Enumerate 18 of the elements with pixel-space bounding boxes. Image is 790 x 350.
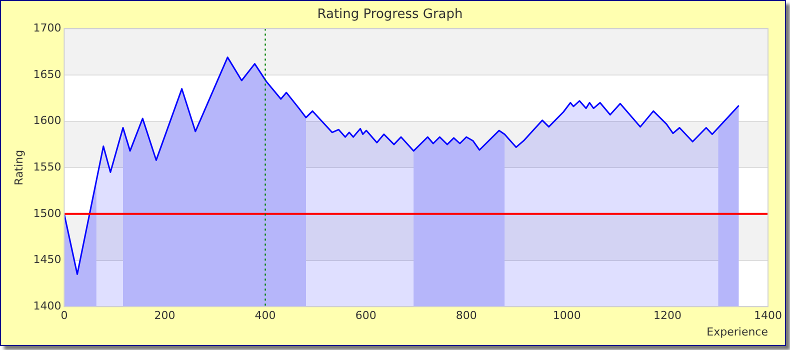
y-tick-label: 1700	[33, 21, 62, 34]
x-tick-label: 400	[254, 309, 276, 322]
x-tick-label: 1200	[653, 309, 682, 322]
y-tick-label: 1650	[33, 68, 62, 81]
y-axis-title: Rating	[12, 150, 26, 186]
y-tick-label: 1550	[33, 160, 62, 174]
x-tick-label: 1000	[552, 309, 581, 322]
x-tick-label: 0	[60, 309, 68, 322]
y-tick-label: 1450	[33, 253, 62, 266]
x-tick-label: 600	[355, 309, 376, 322]
y-tick-label: 1600	[33, 114, 62, 128]
x-tick-label: 800	[456, 309, 477, 322]
x-tick-label: 1400	[754, 309, 782, 322]
chart-title: Rating Progress Graph	[317, 7, 463, 22]
y-tick-label: 1500	[33, 206, 62, 220]
x-tick-label: 200	[154, 309, 176, 322]
y-tick-label: 1400	[33, 299, 62, 312]
x-axis-title: Experience	[706, 325, 768, 338]
